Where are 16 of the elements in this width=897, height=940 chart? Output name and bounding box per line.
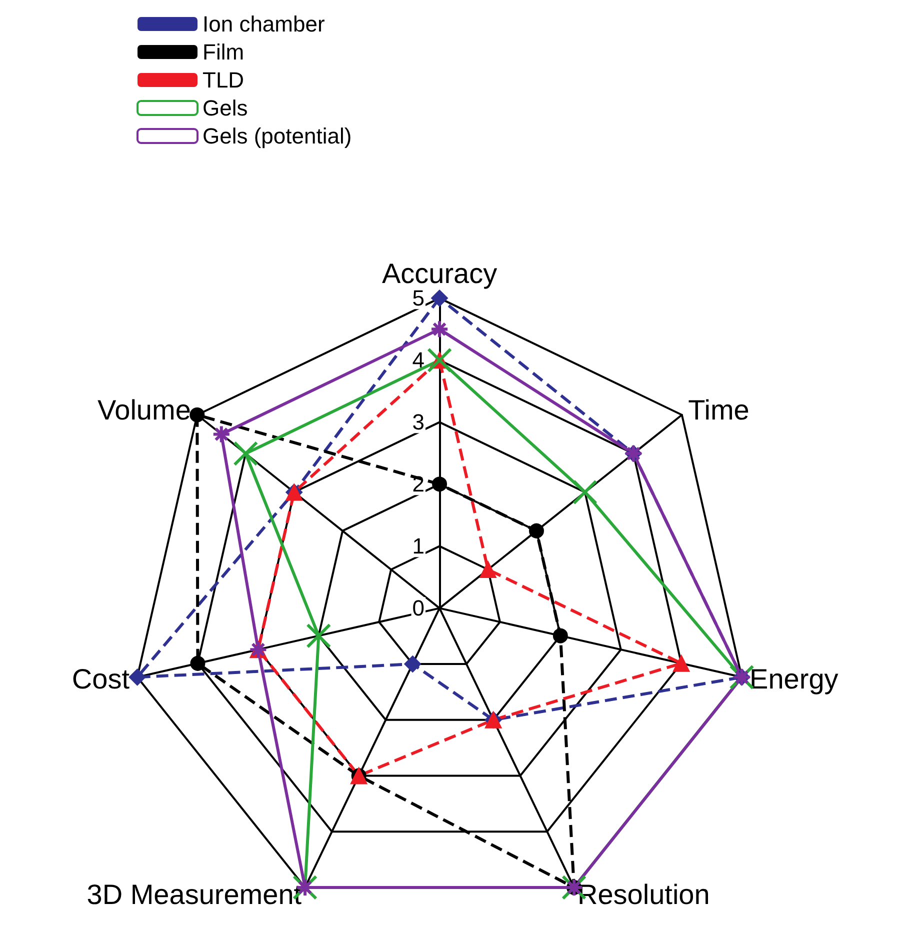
legend-label: Gels <box>202 96 248 120</box>
y-tick-label: 4 <box>412 348 425 373</box>
y-tick-label: 0 <box>412 596 425 621</box>
spoke-label: Cost <box>72 663 130 694</box>
legend-label: TLD <box>202 68 244 92</box>
spoke-label: Resolution <box>578 879 710 910</box>
spoke-label: 3D Measurement <box>86 879 302 910</box>
legend-label: Film <box>202 40 244 64</box>
y-tick-label: 5 <box>412 286 425 311</box>
spoke-label: Time <box>688 394 750 426</box>
spoke-label: Volume <box>98 394 191 426</box>
y-tick-label: 3 <box>412 410 425 435</box>
y-tick-label: 1 <box>412 534 425 559</box>
legend-label: Gels (potential) <box>202 124 352 148</box>
legend-label: Ion chamber <box>202 12 325 36</box>
spoke-label: Energy <box>750 663 838 694</box>
